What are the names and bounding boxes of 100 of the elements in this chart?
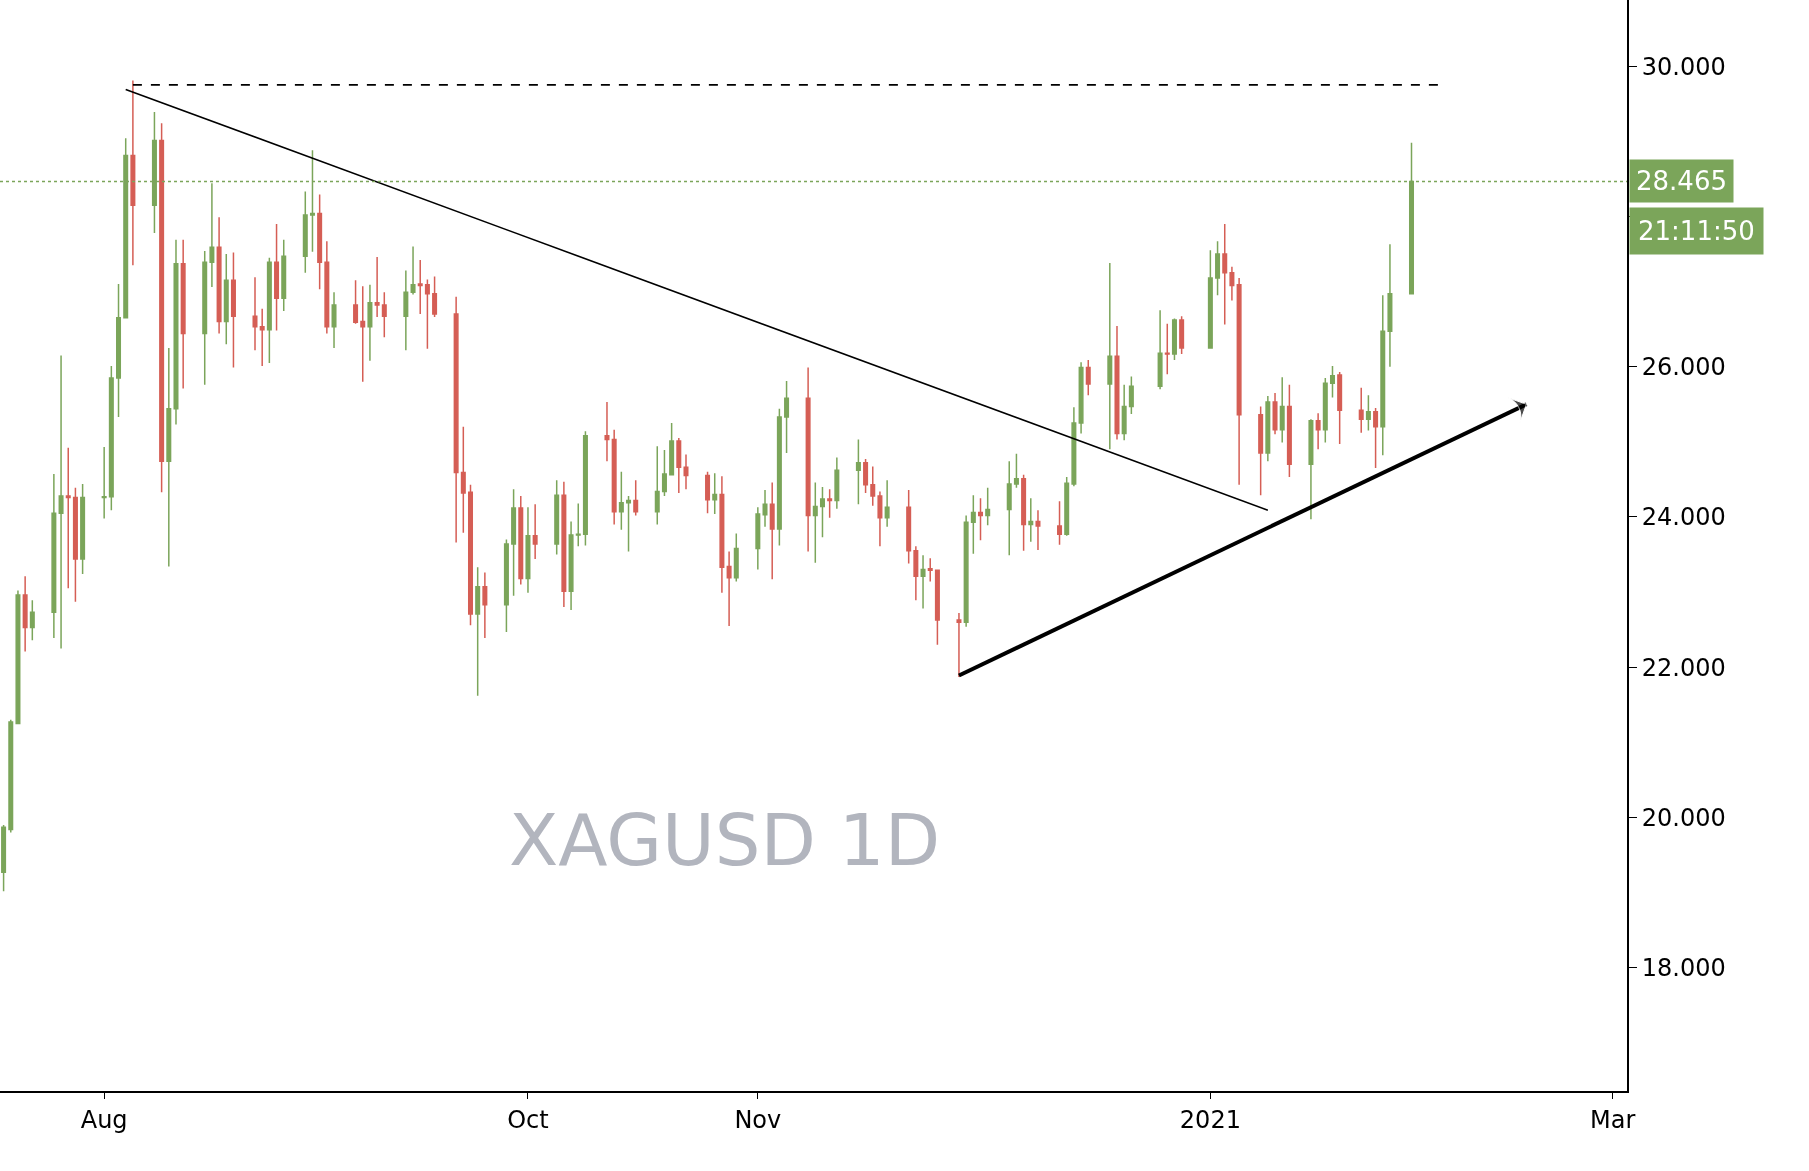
candlestick	[72, 486, 78, 603]
x-tick-label: 2021	[1179, 1105, 1241, 1134]
candlestick	[467, 483, 474, 626]
candlestick	[324, 240, 330, 335]
candlestick	[417, 259, 423, 315]
candlestick	[173, 238, 179, 426]
candlestick	[22, 575, 28, 653]
candlestick	[654, 445, 660, 526]
candlestick	[503, 538, 509, 633]
candlestick	[475, 566, 481, 697]
candlestick	[216, 216, 222, 335]
candlestick	[360, 285, 366, 383]
x-tick-label: Nov	[734, 1105, 782, 1134]
candlestick	[1021, 474, 1027, 552]
candlestick	[1265, 395, 1271, 463]
candlestick	[381, 291, 387, 339]
candlestick	[884, 479, 890, 528]
candlestick	[80, 483, 86, 575]
candlestick	[1222, 223, 1228, 326]
candlestick	[611, 429, 617, 526]
y-tick-label: 22.000	[1641, 653, 1726, 682]
candlestick	[575, 502, 581, 547]
candlestick	[1006, 460, 1012, 557]
candlestick	[374, 256, 380, 318]
candlestick	[669, 422, 675, 476]
candlestick	[877, 490, 883, 547]
candlestick	[733, 532, 739, 583]
candlestick	[554, 479, 560, 556]
candlestick	[116, 283, 122, 418]
candlestick	[281, 238, 287, 312]
candlestick	[1028, 497, 1034, 543]
candlestick	[1107, 262, 1113, 451]
candlestick	[1272, 392, 1278, 436]
y-tick-label: 20.000	[1641, 803, 1726, 832]
candlestick	[618, 471, 624, 531]
candlestick	[1337, 371, 1343, 445]
candlestick	[1078, 361, 1084, 435]
candlestick	[460, 426, 466, 534]
candlestick	[661, 449, 667, 497]
candlestick	[985, 486, 991, 526]
candlestick	[1157, 309, 1163, 390]
candlestick	[1057, 500, 1063, 546]
candlestick	[1365, 394, 1371, 432]
candlestick	[403, 269, 409, 351]
candlestick	[626, 495, 632, 553]
candlestick	[819, 486, 825, 538]
candlestick	[166, 347, 172, 568]
candlestick	[518, 495, 524, 586]
candlestick	[1236, 277, 1242, 486]
candlestick	[927, 557, 933, 583]
candlestick	[29, 599, 35, 641]
candlestick	[906, 489, 912, 565]
x-tick-label: Mar	[1589, 1105, 1636, 1134]
candlestick	[1258, 405, 1264, 496]
candlestick	[683, 453, 689, 490]
candlestick	[331, 291, 337, 349]
candlestick	[274, 223, 280, 332]
candlestick	[1329, 365, 1335, 399]
candlestick	[776, 408, 782, 547]
text: 21:11:50	[1638, 216, 1755, 246]
candlestick	[827, 488, 833, 519]
candlestick	[1171, 317, 1177, 361]
candlestick	[410, 245, 416, 296]
candlestick	[963, 514, 969, 628]
candlestick	[202, 250, 208, 386]
candlestick	[676, 437, 682, 494]
candlestick	[1380, 294, 1386, 457]
candlestick	[130, 79, 136, 266]
candlestick	[1, 824, 7, 892]
candlestick	[482, 571, 488, 639]
candlestick	[1315, 412, 1321, 451]
candlestick	[1286, 383, 1292, 478]
candlestick	[58, 354, 64, 650]
candlestick	[1164, 323, 1170, 375]
candlestick	[532, 503, 538, 560]
y-tick-label: 24.000	[1641, 503, 1726, 532]
candlestick	[1035, 509, 1041, 551]
candlestick	[1179, 315, 1185, 355]
x-tick-label: Aug	[80, 1105, 128, 1134]
candlestick	[719, 475, 725, 594]
y-tick-label: 18.000	[1641, 954, 1726, 983]
candlestick	[8, 719, 14, 834]
candlestick	[1322, 377, 1328, 444]
candlestick	[159, 122, 165, 493]
candlestick	[604, 401, 610, 463]
candlestick	[970, 494, 976, 555]
candlestick	[453, 296, 459, 544]
candlestick	[755, 506, 761, 571]
candlestick	[525, 506, 531, 594]
candlestick	[424, 278, 430, 350]
candlestick	[15, 589, 21, 726]
candlestick	[568, 520, 574, 611]
candlestick	[259, 308, 265, 367]
candlestick	[353, 279, 359, 325]
candlestick	[101, 446, 107, 520]
candlestick	[812, 481, 818, 564]
candlestick	[302, 190, 308, 274]
candlestick	[1013, 453, 1019, 489]
candlestick	[762, 489, 768, 528]
candlestick	[1207, 249, 1213, 349]
